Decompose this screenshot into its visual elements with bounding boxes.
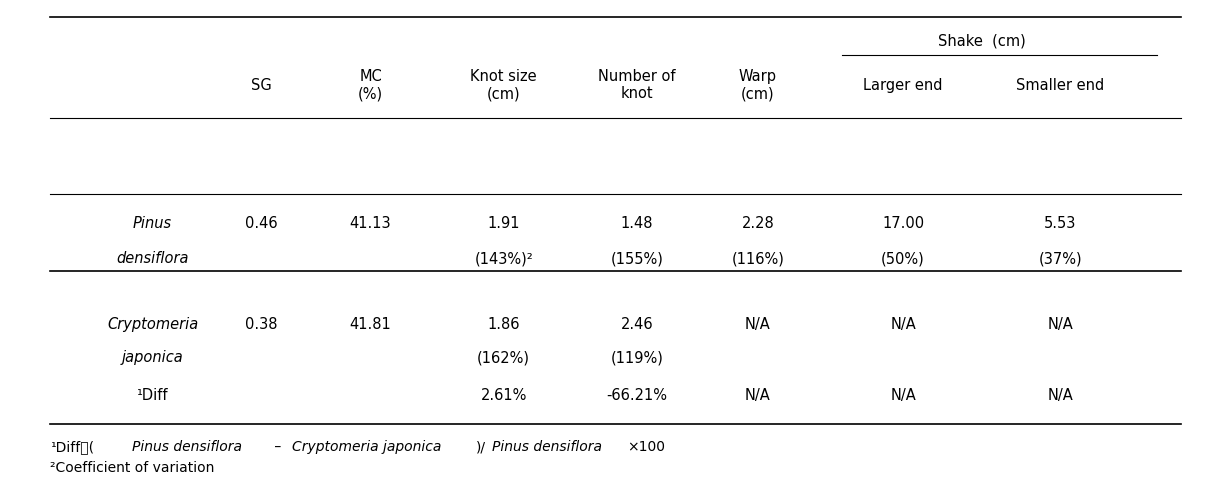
Text: N/A: N/A: [1048, 316, 1074, 331]
Text: (116%): (116%): [731, 251, 785, 265]
Text: (37%): (37%): [1038, 251, 1082, 265]
Text: ¹Diff：(: ¹Diff：(: [50, 439, 93, 453]
Text: 0.38: 0.38: [245, 316, 278, 331]
Text: N/A: N/A: [890, 388, 916, 403]
Text: Number of
knot: Number of knot: [598, 69, 676, 101]
Text: N/A: N/A: [745, 316, 770, 331]
Text: 2.61%: 2.61%: [480, 388, 526, 403]
Text: ¹Diff: ¹Diff: [137, 388, 169, 403]
Text: N/A: N/A: [1048, 388, 1074, 403]
Text: (155%): (155%): [610, 251, 664, 265]
Text: Larger end: Larger end: [864, 77, 943, 92]
Text: (50%): (50%): [881, 251, 924, 265]
Text: Cryptomeria: Cryptomeria: [107, 316, 198, 331]
Text: Knot size
(cm): Knot size (cm): [471, 69, 537, 101]
Text: japonica: japonica: [121, 349, 183, 364]
Text: SG: SG: [251, 77, 272, 92]
Text: (119%): (119%): [610, 349, 664, 364]
Text: densiflora: densiflora: [116, 251, 189, 265]
Text: (143%)²: (143%)²: [474, 251, 533, 265]
Text: ²Coefficient of variation: ²Coefficient of variation: [50, 460, 215, 474]
Text: Cryptomeria japonica: Cryptomeria japonica: [292, 439, 442, 453]
Text: N/A: N/A: [890, 316, 916, 331]
Text: 1.91: 1.91: [488, 216, 520, 231]
Text: 1.48: 1.48: [621, 216, 653, 231]
Text: 2.28: 2.28: [741, 216, 774, 231]
Text: 5.53: 5.53: [1044, 216, 1076, 231]
Text: Pinus densiflora: Pinus densiflora: [491, 439, 602, 453]
Text: 41.13: 41.13: [349, 216, 392, 231]
Text: ×100: ×100: [627, 439, 665, 453]
Text: Pinus densiflora: Pinus densiflora: [132, 439, 243, 453]
Text: 2.46: 2.46: [620, 316, 653, 331]
Text: Warp
(cm): Warp (cm): [739, 69, 776, 101]
Text: Smaller end: Smaller end: [1016, 77, 1105, 92]
Text: 17.00: 17.00: [882, 216, 924, 231]
Text: 0.46: 0.46: [245, 216, 278, 231]
Text: Pinus: Pinus: [133, 216, 172, 231]
Text: N/A: N/A: [745, 388, 770, 403]
Text: –: –: [270, 439, 286, 453]
Text: 1.86: 1.86: [488, 316, 520, 331]
Text: 41.81: 41.81: [349, 316, 392, 331]
Text: -66.21%: -66.21%: [606, 388, 667, 403]
Text: MC
(%): MC (%): [358, 69, 383, 101]
Text: )/: )/: [475, 439, 485, 453]
Text: (162%): (162%): [477, 349, 530, 364]
Text: Shake  (cm): Shake (cm): [938, 33, 1025, 48]
